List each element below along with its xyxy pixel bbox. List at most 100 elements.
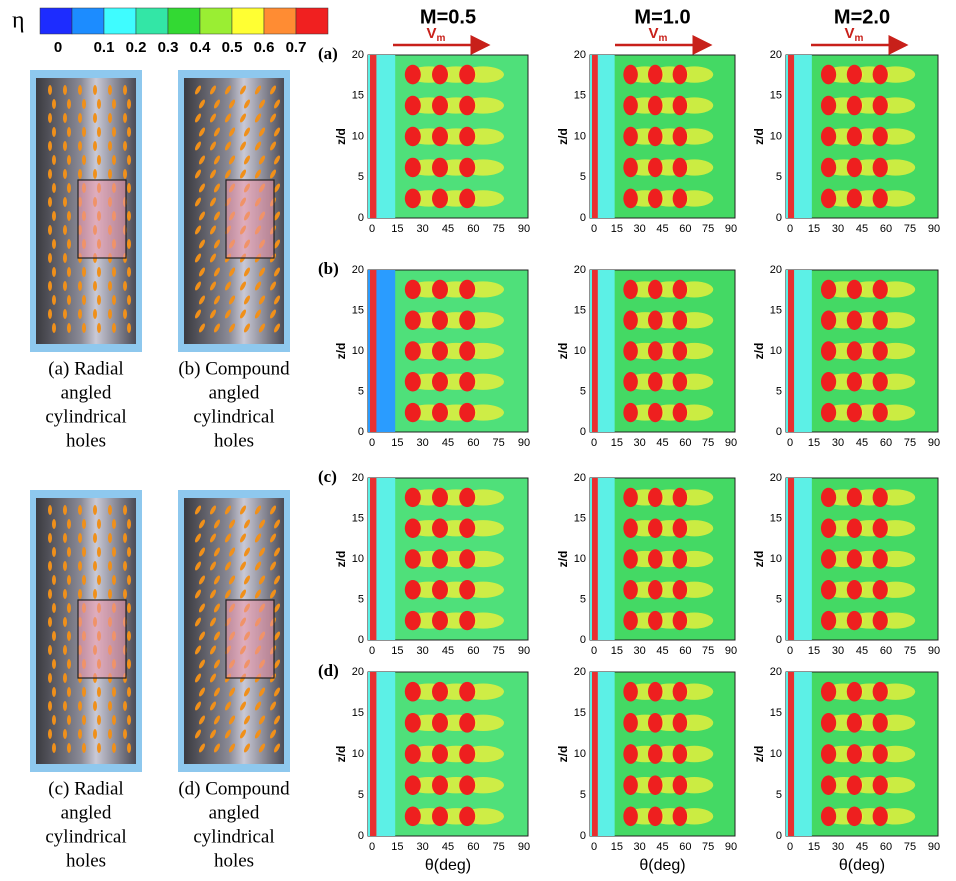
jet-core	[847, 519, 862, 538]
x-tick-label: 75	[904, 223, 916, 235]
hole	[123, 85, 127, 95]
jet-core	[673, 611, 688, 630]
hole	[123, 309, 127, 319]
x-tick-label: 90	[928, 841, 940, 853]
y-axis-label: z/d	[334, 551, 348, 568]
velocity-symbol: V	[649, 25, 659, 42]
hole	[78, 561, 82, 571]
jet-core	[821, 189, 836, 209]
x-tick-label: 45	[856, 437, 868, 449]
hole	[63, 169, 67, 179]
jet-core	[405, 158, 421, 178]
contour-edge	[788, 672, 794, 836]
jet-core	[405, 65, 421, 85]
row-label: (a)	[318, 44, 338, 63]
velocity-symbol: V	[845, 25, 855, 42]
x-tick-label: 75	[904, 841, 916, 853]
contour-edge	[592, 672, 598, 836]
hole	[67, 715, 71, 725]
y-axis-label: z/d	[334, 343, 348, 360]
hole	[52, 687, 56, 697]
jet-core	[432, 311, 448, 330]
hole	[82, 323, 86, 333]
x-tick-label: 0	[369, 841, 375, 853]
jet-core	[623, 580, 638, 599]
jet-core	[873, 280, 888, 299]
hole	[112, 715, 116, 725]
hole	[97, 99, 101, 109]
x-axis-label: θ(deg)	[425, 857, 471, 874]
jet-core	[673, 775, 688, 795]
hole	[108, 729, 112, 739]
y-axis-label: z/d	[556, 746, 570, 763]
jet-core	[821, 96, 836, 116]
jet-core	[648, 65, 663, 85]
colorbar-swatch	[264, 8, 296, 34]
colorbar-label: 0.3	[158, 39, 179, 56]
x-tick-label: 0	[591, 645, 597, 657]
hole	[93, 561, 97, 571]
hole	[48, 729, 52, 739]
y-tick-label: 10	[574, 748, 586, 760]
hole	[78, 85, 82, 95]
x-tick-label: 60	[679, 645, 691, 657]
jet-core	[623, 611, 638, 630]
y-tick-label: 15	[770, 304, 782, 316]
hole	[108, 533, 112, 543]
x-tick-label: 15	[611, 437, 623, 449]
y-tick-label: 0	[580, 830, 586, 842]
jet-core	[405, 744, 421, 764]
jet-core	[847, 311, 862, 330]
jet-core	[405, 775, 421, 795]
jet-core	[648, 372, 663, 391]
jet-core	[405, 519, 421, 538]
hole	[63, 85, 67, 95]
x-tick-label: 0	[369, 645, 375, 657]
jet-core	[459, 775, 475, 795]
contour-edge	[592, 478, 598, 640]
y-axis-label: z/d	[556, 128, 570, 145]
hole	[123, 281, 127, 291]
jet-core	[847, 549, 862, 568]
jet-core	[821, 775, 836, 795]
hole	[63, 561, 67, 571]
hole	[127, 211, 131, 221]
hole	[112, 519, 116, 529]
region-highlight	[226, 600, 274, 678]
hole	[123, 701, 127, 711]
jet-core	[673, 488, 688, 507]
hole	[112, 575, 116, 585]
y-tick-label: 5	[776, 593, 782, 605]
x-tick-label: 60	[467, 437, 479, 449]
x-tick-label: 60	[880, 223, 892, 235]
hole	[123, 169, 127, 179]
hole	[78, 701, 82, 711]
jet-core	[673, 403, 688, 422]
x-tick-label: 30	[417, 437, 429, 449]
hole	[48, 505, 52, 515]
colorbar-swatch	[40, 8, 72, 34]
y-tick-label: 15	[770, 707, 782, 719]
x-tick-label: 75	[702, 841, 714, 853]
jet-core	[673, 372, 688, 391]
hole	[63, 309, 67, 319]
jet-core	[432, 519, 448, 538]
contour-edge	[592, 55, 598, 218]
hole	[93, 505, 97, 515]
x-tick-label: 75	[493, 841, 505, 853]
hole	[112, 127, 116, 137]
x-tick-label: 90	[518, 841, 530, 853]
jet-core	[673, 341, 688, 360]
x-tick-label: 0	[787, 645, 793, 657]
hole	[108, 561, 112, 571]
hole	[48, 533, 52, 543]
hole	[48, 253, 52, 263]
x-tick-label: 30	[634, 645, 646, 657]
jet-core	[623, 744, 638, 764]
velocity-symbol: V	[427, 25, 437, 42]
hole	[82, 519, 86, 529]
colorbar-swatch	[168, 8, 200, 34]
jet-core	[459, 806, 475, 826]
hole	[127, 155, 131, 165]
x-tick-label: 0	[787, 223, 793, 235]
